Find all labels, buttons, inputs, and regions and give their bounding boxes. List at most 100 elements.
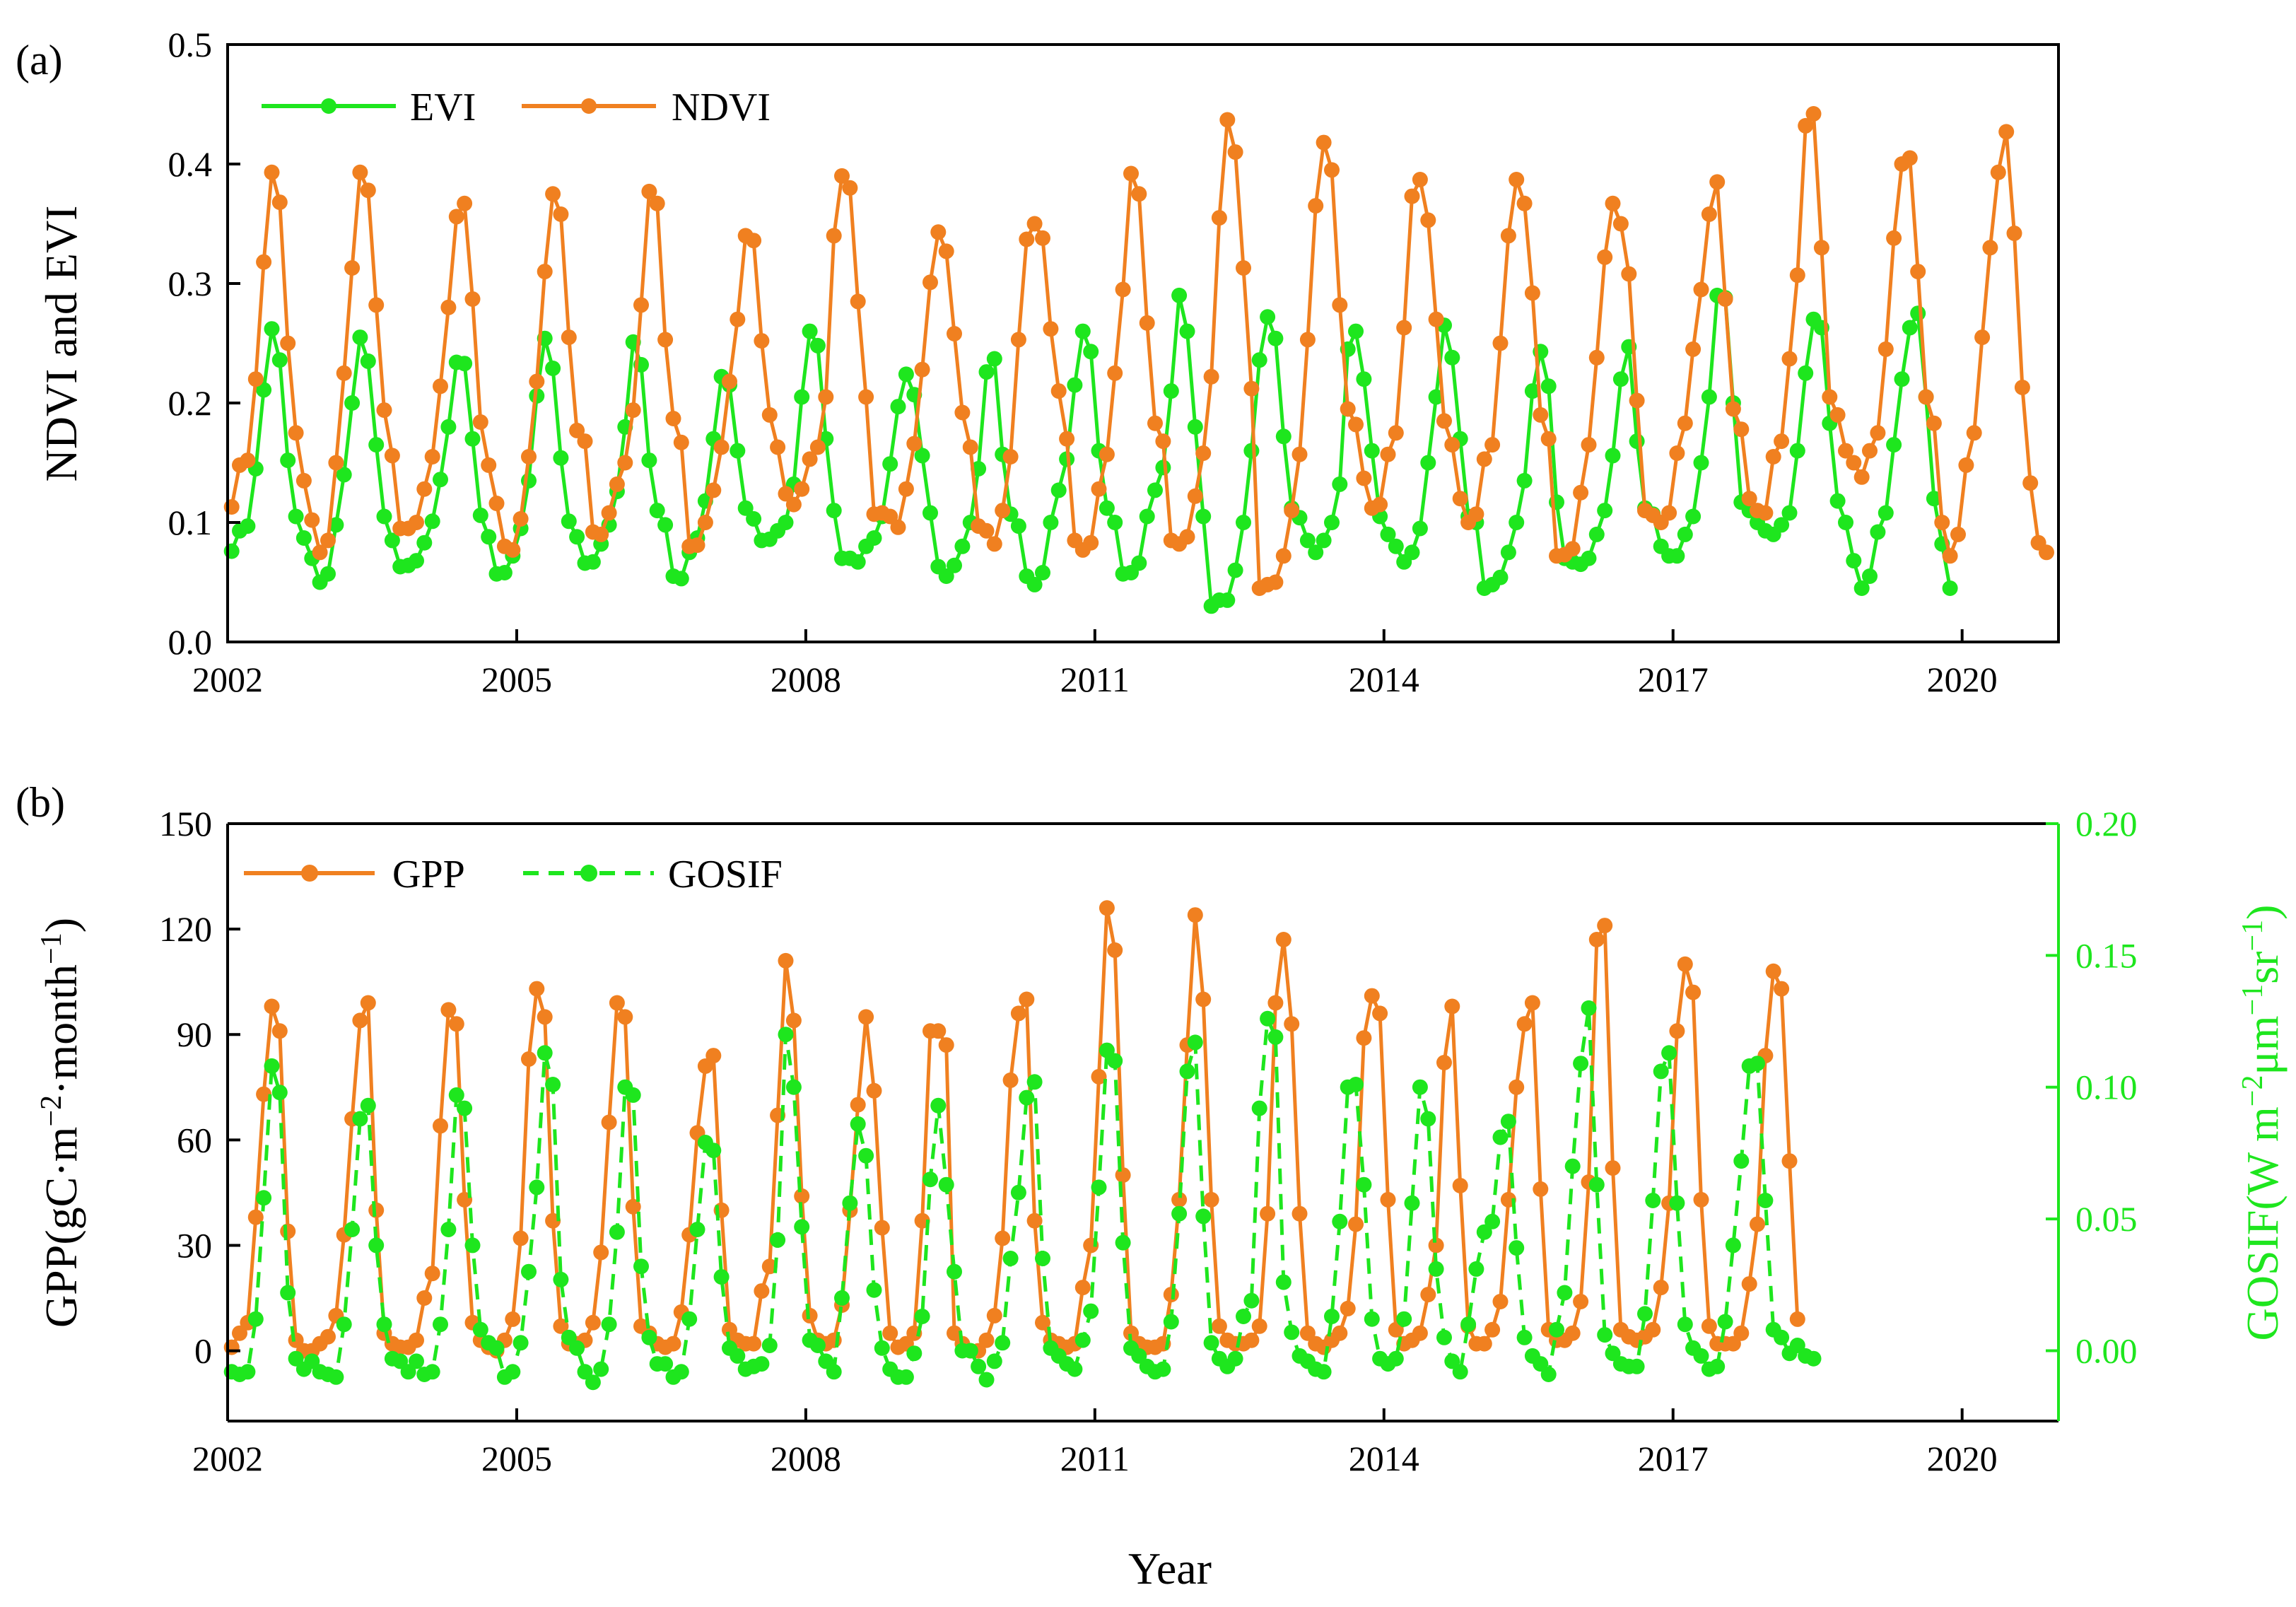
evi-point xyxy=(1886,437,1902,453)
gpp-point xyxy=(1476,1336,1492,1352)
gpp-point xyxy=(424,1266,440,1282)
ndvi-point xyxy=(1211,210,1227,226)
ndvi-point xyxy=(264,164,280,180)
gpp-point xyxy=(1356,1030,1372,1046)
gpp-point xyxy=(1412,1325,1428,1341)
gpp-point xyxy=(1187,907,1203,923)
ndvi-point xyxy=(1798,117,1814,134)
x-tick-label: 2005 xyxy=(481,660,552,699)
ndvi-point xyxy=(617,455,633,471)
ndvi-point xyxy=(922,274,938,291)
evi-point xyxy=(1324,515,1340,530)
evi-point xyxy=(416,534,433,551)
ndvi-point xyxy=(1010,332,1026,348)
gosif-point xyxy=(247,1311,264,1327)
ndvi-point xyxy=(1275,548,1292,564)
gosif-point xyxy=(1035,1251,1050,1266)
y-tick-label: 90 xyxy=(177,1015,212,1054)
gosif-point xyxy=(1131,1348,1147,1364)
ndvi-point xyxy=(649,195,665,211)
ndvi-point xyxy=(1597,249,1613,265)
gosif-point xyxy=(1316,1364,1332,1380)
gosif-point xyxy=(850,1116,866,1132)
ndvi-point xyxy=(1388,425,1404,441)
evi-point xyxy=(1380,526,1396,542)
gosif-point xyxy=(264,1058,280,1074)
panel-b-y2-ticks: 0.00 0.05 0.10 0.15 0.20 xyxy=(2046,804,2138,1370)
gosif-point xyxy=(770,1232,786,1248)
gosif-point xyxy=(641,1329,657,1345)
gosif-point xyxy=(633,1258,649,1275)
evi-point xyxy=(1492,569,1509,585)
ndvi-point xyxy=(1139,315,1155,331)
gpp-point xyxy=(1436,1055,1452,1070)
gpp-point xyxy=(521,1051,537,1067)
ndvi-point xyxy=(336,365,352,381)
evi-point xyxy=(866,530,882,546)
ndvi-point xyxy=(834,168,850,184)
ndvi-point xyxy=(1781,351,1798,367)
ndvi-point xyxy=(705,482,722,498)
panel-a-frame xyxy=(226,43,2060,643)
ndvi-point xyxy=(1942,548,1958,564)
gpp-point xyxy=(1275,932,1292,947)
ndvi-point xyxy=(1846,455,1862,471)
legend-gosif-marker xyxy=(580,865,597,882)
panel-a-series xyxy=(223,106,2054,614)
gpp-point xyxy=(754,1283,770,1299)
gosif-point xyxy=(818,1353,834,1369)
evi-point xyxy=(1926,491,1942,507)
gpp-point xyxy=(1171,1191,1188,1208)
ndvi-point xyxy=(1629,392,1645,409)
evi-point xyxy=(360,353,376,369)
ndvi-point xyxy=(1348,416,1364,433)
ndvi-point xyxy=(1035,230,1050,246)
evi-point xyxy=(1701,389,1717,405)
ndvi-point xyxy=(288,425,304,441)
evi-point xyxy=(1083,344,1099,360)
ndvi-point xyxy=(1243,380,1260,397)
evi-point xyxy=(440,419,457,435)
ndvi-point xyxy=(1404,188,1420,204)
gosif-point xyxy=(947,1263,962,1280)
ndvi-point xyxy=(1966,425,1982,441)
gosif-point xyxy=(1733,1153,1750,1169)
gosif-point xyxy=(553,1271,569,1287)
gpp-point xyxy=(247,1209,264,1225)
gosif-point xyxy=(1010,1184,1026,1200)
ndvi-point xyxy=(818,389,834,405)
gosif-point xyxy=(826,1364,842,1380)
gosif-point xyxy=(785,1079,802,1095)
ndvi-point xyxy=(1340,401,1356,417)
gosif-point xyxy=(1348,1077,1364,1092)
ndvi-point xyxy=(1741,491,1757,507)
evi-point xyxy=(922,505,938,521)
ndvi-point xyxy=(360,182,376,199)
gosif-point xyxy=(537,1045,553,1061)
evi-point xyxy=(1067,377,1083,393)
gosif-point xyxy=(657,1356,674,1372)
panel-b-y-axis-title: GPP(gC·m−2·month−1) xyxy=(35,918,86,1328)
ndvi-point xyxy=(1669,445,1685,461)
evi-point xyxy=(481,529,497,545)
evi-point xyxy=(1774,517,1790,533)
ndvi-point xyxy=(457,195,473,211)
ndvi-point xyxy=(930,224,947,240)
gpp-point xyxy=(1107,942,1123,958)
gosif-point xyxy=(1468,1261,1484,1277)
gpp-point xyxy=(264,998,280,1015)
ndvi-point xyxy=(1878,341,1894,357)
evi-point xyxy=(1348,323,1364,339)
y-tick-label: 30 xyxy=(177,1225,212,1265)
gosif-point xyxy=(569,1340,585,1356)
evi-point xyxy=(240,518,256,534)
ndvi-point xyxy=(1774,433,1790,450)
gosif-point xyxy=(842,1195,858,1211)
ndvi-point xyxy=(1356,470,1372,486)
evi-point xyxy=(730,443,746,459)
evi-point xyxy=(1299,532,1316,549)
evi-point xyxy=(320,566,336,582)
gpp-point xyxy=(697,1058,713,1074)
x-tick-label: 2008 xyxy=(771,660,841,699)
gpp-point xyxy=(1163,1287,1179,1303)
